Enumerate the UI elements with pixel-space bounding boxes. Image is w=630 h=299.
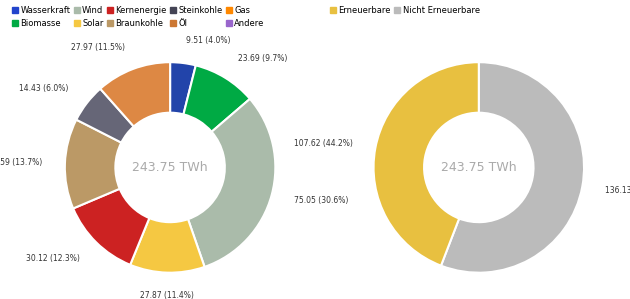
Wedge shape [76, 89, 134, 143]
Text: 30.12 (12.3%): 30.12 (12.3%) [26, 254, 80, 263]
Wedge shape [170, 62, 196, 115]
Text: 23.69 (9.7%): 23.69 (9.7%) [238, 54, 287, 63]
Wedge shape [183, 65, 250, 132]
Legend: Wasserkraft, Biomasse, Wind, Solar, Kernenergie, Braunkohle, Steinkohle, Öl, Gas: Wasserkraft, Biomasse, Wind, Solar, Kern… [11, 4, 266, 30]
Wedge shape [441, 62, 584, 273]
Text: 243.75 TWh: 243.75 TWh [441, 161, 517, 174]
Text: 243.75 TWh: 243.75 TWh [132, 161, 208, 174]
Wedge shape [188, 99, 275, 267]
Text: 14.43 (6.0%): 14.43 (6.0%) [19, 84, 69, 93]
Text: 9.51 (4.0%): 9.51 (4.0%) [186, 36, 231, 45]
Text: 27.87 (11.4%): 27.87 (11.4%) [140, 291, 193, 299]
Wedge shape [65, 120, 122, 208]
Wedge shape [73, 189, 149, 265]
Wedge shape [100, 62, 170, 126]
Text: 75.05 (30.6%): 75.05 (30.6%) [294, 196, 348, 205]
Wedge shape [374, 62, 479, 266]
Text: 27.97 (11.5%): 27.97 (11.5%) [71, 43, 125, 52]
Text: 107.62 (44.2%): 107.62 (44.2%) [294, 139, 353, 149]
Legend: Erneuerbare, Nicht Erneuerbare: Erneuerbare, Nicht Erneuerbare [329, 4, 481, 16]
Text: 33.59 (13.7%): 33.59 (13.7%) [0, 158, 42, 167]
Wedge shape [130, 218, 205, 273]
Text: 136.13 (55.8%): 136.13 (55.8%) [605, 186, 630, 196]
